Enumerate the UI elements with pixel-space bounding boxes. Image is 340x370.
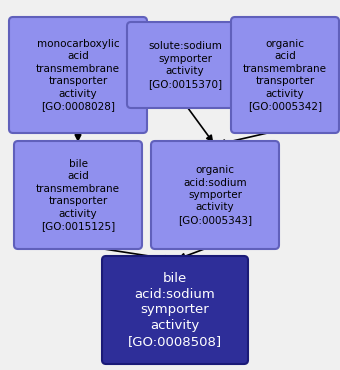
Text: monocarboxylic
acid
transmembrane
transporter
activity
[GO:0008028]: monocarboxylic acid transmembrane transp… [36,39,120,111]
Text: bile
acid:sodium
symporter
activity
[GO:0008508]: bile acid:sodium symporter activity [GO:… [128,272,222,349]
FancyBboxPatch shape [231,17,339,133]
Text: organic
acid:sodium
symporter
activity
[GO:0005343]: organic acid:sodium symporter activity [… [178,165,252,225]
FancyBboxPatch shape [14,141,142,249]
Text: bile
acid
transmembrane
transporter
activity
[GO:0015125]: bile acid transmembrane transporter acti… [36,159,120,231]
FancyBboxPatch shape [151,141,279,249]
FancyBboxPatch shape [127,22,243,108]
Text: organic
acid
transmembrane
transporter
activity
[GO:0005342]: organic acid transmembrane transporter a… [243,39,327,111]
Text: solute:sodium
symporter
activity
[GO:0015370]: solute:sodium symporter activity [GO:001… [148,41,222,88]
FancyBboxPatch shape [9,17,147,133]
FancyBboxPatch shape [102,256,248,364]
